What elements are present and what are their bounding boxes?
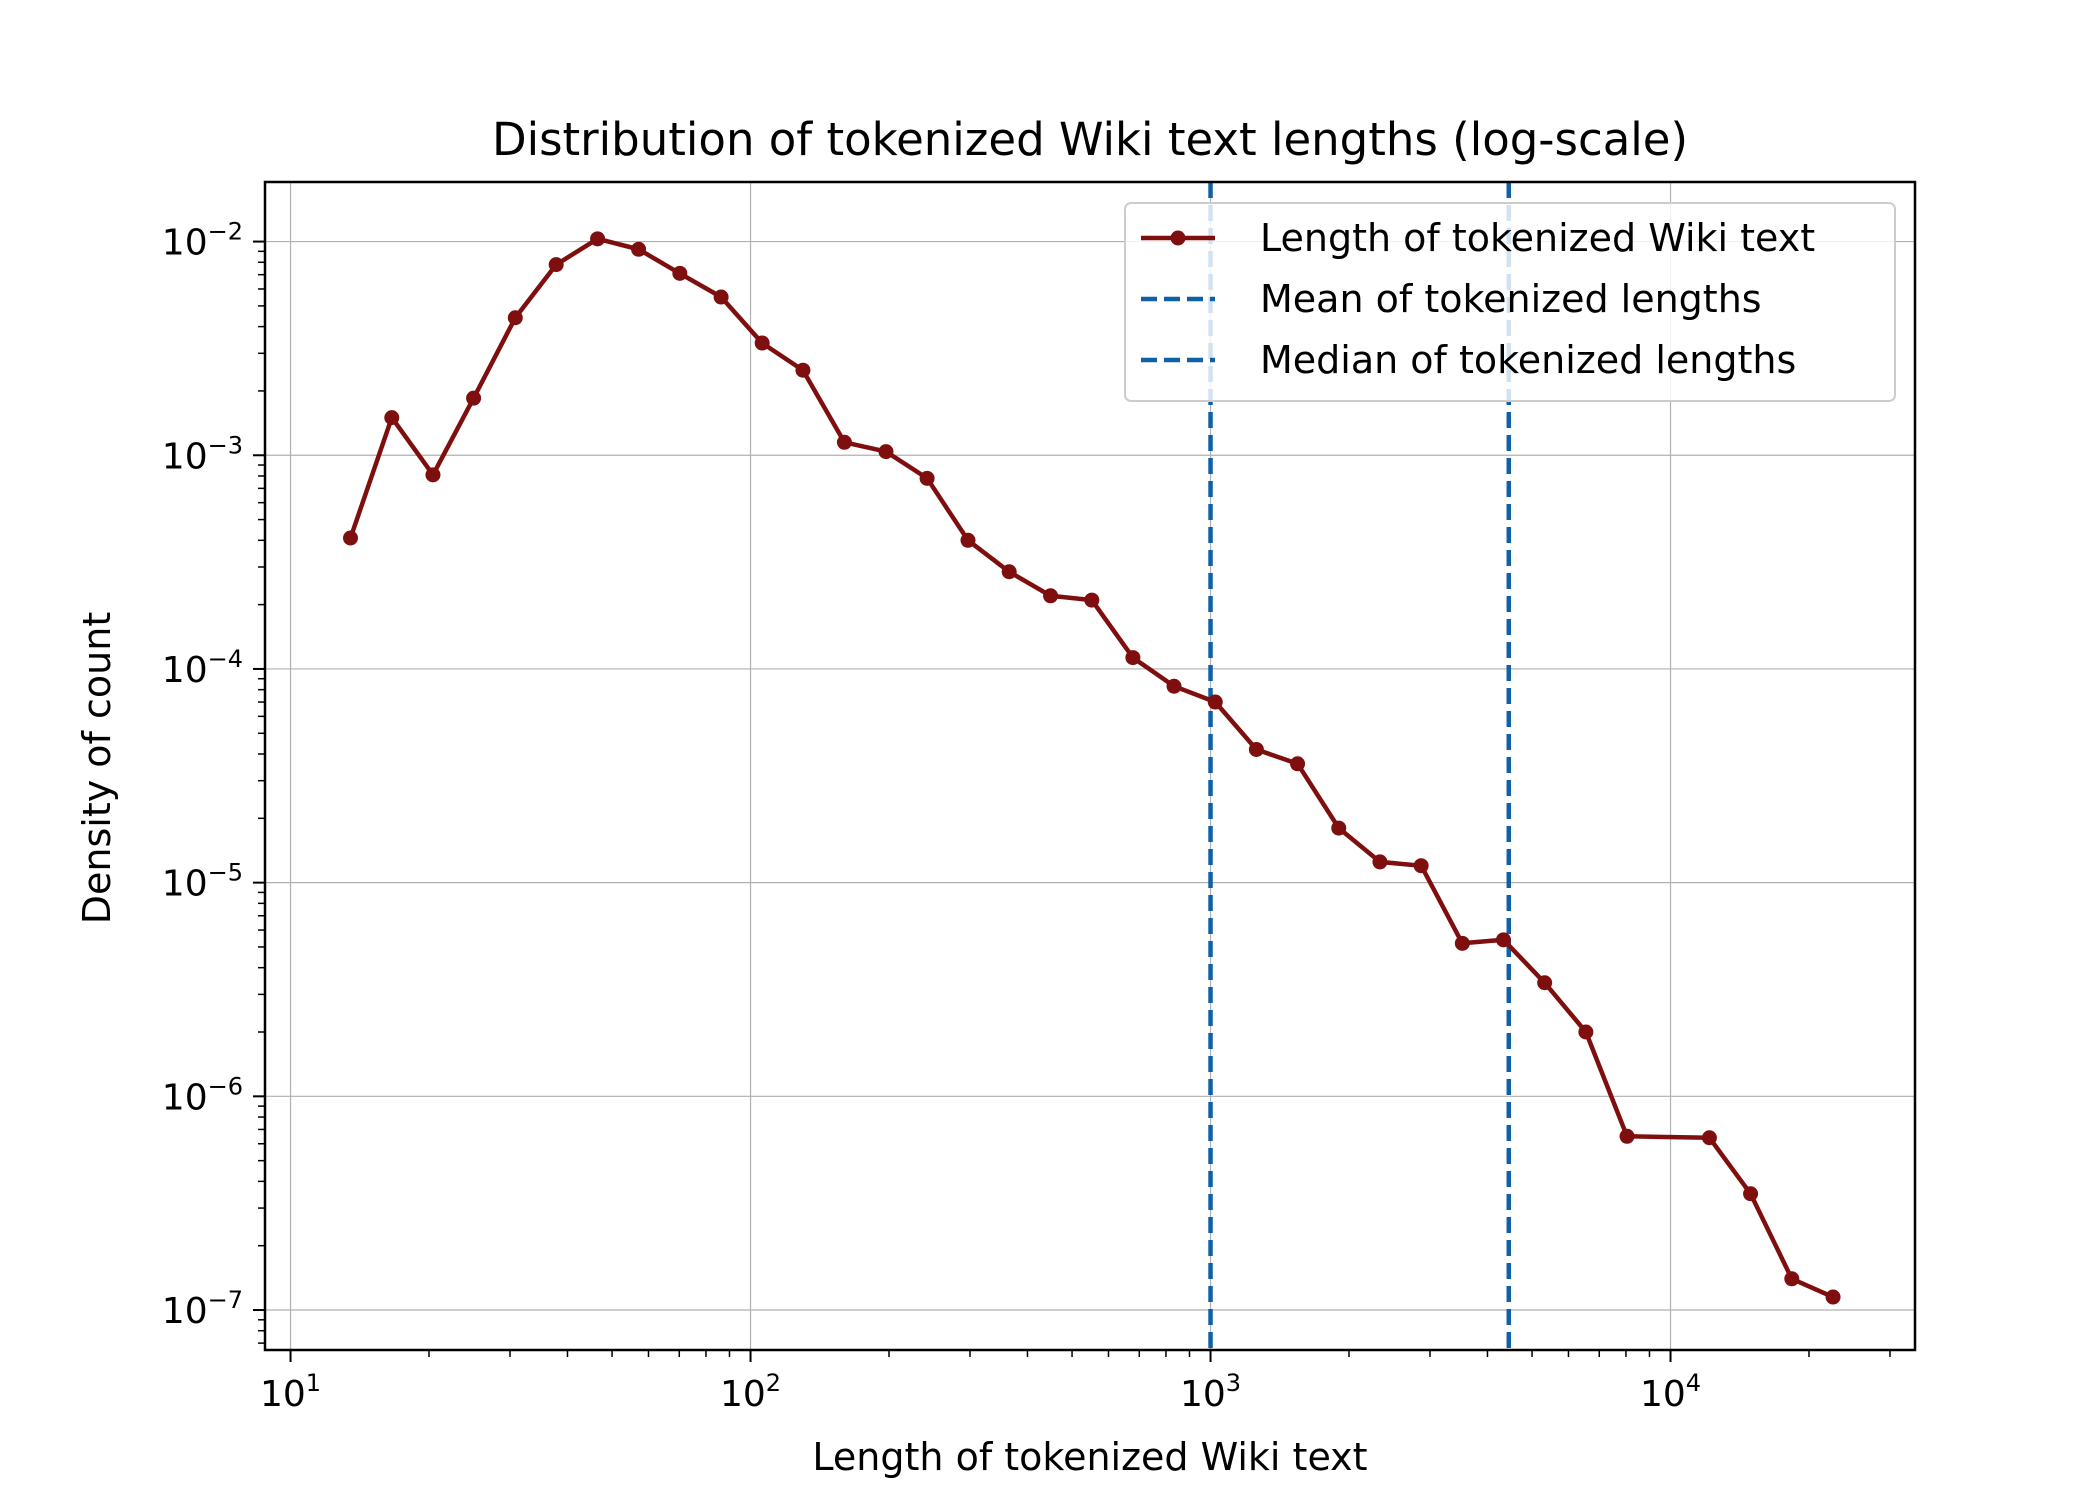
data-point <box>384 410 400 426</box>
data-point <box>960 532 976 548</box>
data-point <box>1454 935 1470 951</box>
legend-box <box>1124 202 1896 402</box>
x-axis-label: Length of tokenized Wiki text <box>812 1435 1367 1479</box>
data-point <box>1290 756 1306 772</box>
data-point <box>466 390 482 406</box>
axis-ticks: 101 102 103 104 10−2 10−3 10−4 10−5 10−6 10−7 <box>162 218 1891 1415</box>
data-point <box>631 241 647 257</box>
data-point <box>1372 854 1388 870</box>
data-point <box>1578 1024 1594 1040</box>
data-point <box>342 530 358 546</box>
x-tick-label: 104 <box>1640 1369 1701 1415</box>
y-axis-label: Density of count <box>75 612 119 924</box>
data-point <box>1784 1271 1800 1287</box>
legend-entry: Median of tokenized lengths <box>1260 338 1796 382</box>
data-point <box>1701 1130 1717 1146</box>
x-tick-label: 101 <box>260 1369 321 1415</box>
data-point <box>1495 932 1511 948</box>
data-point <box>1001 564 1017 580</box>
legend-swatch-marker <box>1170 230 1186 246</box>
data-point <box>795 362 811 378</box>
data-point <box>878 444 894 460</box>
y-tick-label: 10−6 <box>162 1072 243 1118</box>
data-point <box>919 470 935 486</box>
data-point <box>1743 1186 1759 1202</box>
data-point <box>425 467 441 483</box>
y-tick-label: 10−2 <box>162 218 243 264</box>
data-point <box>836 434 852 450</box>
data-point <box>1166 678 1182 694</box>
legend: Length of tokenized Wiki text Mean of tok… <box>1124 202 1896 402</box>
data-point <box>1043 588 1059 604</box>
data-point <box>1413 858 1429 874</box>
data-point <box>672 265 688 281</box>
plot-frame <box>263 180 1917 1352</box>
data-point <box>1331 820 1347 836</box>
data-point <box>1125 650 1141 666</box>
data-point <box>1619 1128 1635 1144</box>
data-point <box>713 289 729 305</box>
data-point <box>548 257 564 273</box>
data-point <box>754 335 770 351</box>
series-line <box>348 236 1835 1300</box>
data-point <box>590 231 606 247</box>
data-point <box>1207 694 1223 710</box>
data-point <box>1825 1289 1841 1305</box>
data-point <box>1537 975 1553 991</box>
data-point <box>1248 741 1264 757</box>
data-point <box>1084 592 1100 608</box>
y-tick-label: 10−5 <box>162 859 243 905</box>
data-point <box>507 310 523 326</box>
y-tick-label: 10−7 <box>162 1286 243 1332</box>
y-tick-label: 10−4 <box>162 645 243 691</box>
chart-title: Distribution of tokenized Wiki text leng… <box>492 113 1688 166</box>
y-tick-label: 10−3 <box>162 431 243 477</box>
legend-entry: Length of tokenized Wiki text <box>1260 216 1815 260</box>
x-tick-label: 102 <box>720 1369 781 1415</box>
x-tick-label: 103 <box>1180 1369 1241 1415</box>
legend-entry: Mean of tokenized lengths <box>1260 277 1762 321</box>
